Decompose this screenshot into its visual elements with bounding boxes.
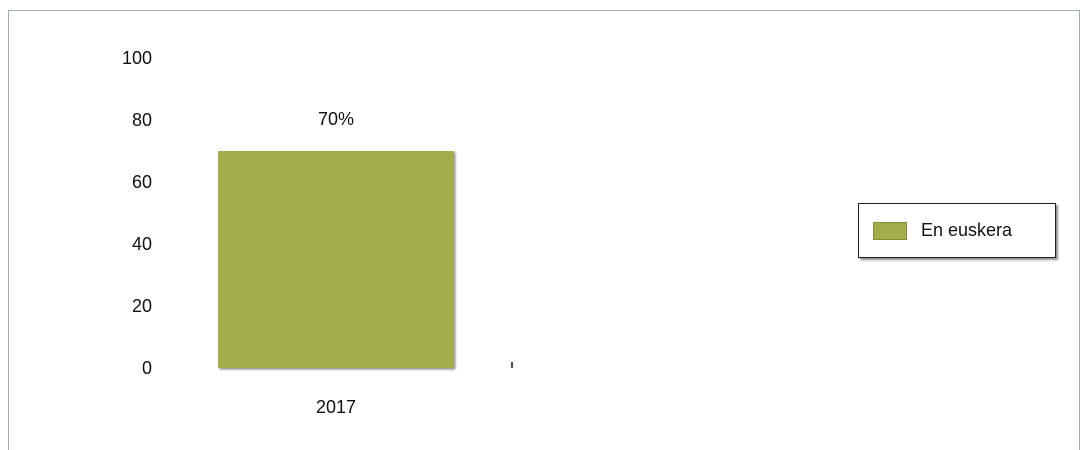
chart-frame — [8, 10, 1080, 450]
legend: En euskera — [858, 203, 1056, 258]
y-tick-label: 80 — [132, 110, 152, 130]
bar-chart: 0 20 40 60 80 100 70% 2017 — [122, 48, 513, 417]
legend-label: En euskera — [921, 220, 1013, 240]
y-tick-label: 60 — [132, 172, 152, 192]
y-tick-label: 20 — [132, 296, 152, 316]
data-label: 70% — [318, 109, 354, 129]
legend-swatch — [873, 221, 907, 240]
y-tick-label: 40 — [132, 234, 152, 254]
bar — [218, 151, 454, 368]
y-tick-label: 0 — [142, 358, 152, 378]
y-tick-label: 100 — [122, 48, 152, 68]
x-category-label: 2017 — [316, 397, 356, 417]
